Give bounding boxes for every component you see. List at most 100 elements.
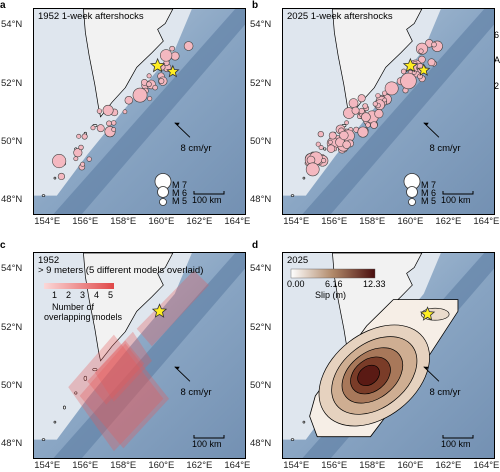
aftershock-circle [374, 109, 384, 119]
rupture-model-patch [136, 270, 209, 347]
magnitude-legend-label: M 7 [421, 180, 437, 190]
lon-tick-label: 156°E [321, 460, 348, 471]
slip-tick-label: 12.33 [363, 279, 386, 289]
aftershock-circle [342, 140, 351, 149]
lat-tick-label: 52°N [250, 77, 272, 89]
plate-motion-arrowhead [174, 366, 180, 370]
rupture-model-patch [87, 340, 145, 405]
overlap-legend-label: overlapping models [44, 312, 123, 322]
lon-tick-label: 164°E [224, 460, 251, 471]
lat-tick-label: 50°N [250, 380, 272, 392]
lon-tick-label: 158°E [110, 216, 137, 227]
kuril-island [92, 368, 98, 372]
aftershock-circle [122, 109, 128, 115]
lat-tick-label: 50°N [250, 136, 272, 148]
lat-tick-label: 52°N [1, 77, 23, 89]
kamchatka-land [83, 9, 174, 118]
shelf [34, 9, 192, 196]
epicenter-star [417, 63, 431, 76]
rupture-model-patch [79, 343, 170, 449]
aftershock-circle [106, 120, 112, 127]
lon-tick-label: 160°E [148, 460, 175, 471]
aftershock-circle [81, 133, 88, 140]
aftershock-circle [321, 158, 327, 164]
epicenter-star [402, 57, 419, 73]
kuril-island [302, 420, 306, 424]
magnitude-legend-label: M 5 [421, 196, 437, 206]
slip-legend-label: Slip (m) [315, 290, 346, 300]
map-canvas [283, 9, 494, 214]
panel-label-a: a [0, 0, 6, 11]
panel-label-d: d [252, 240, 259, 251]
magnitude-legend-label: M 6 [172, 188, 188, 198]
aftershock-circle [357, 126, 369, 138]
aftershock-circle [400, 72, 417, 90]
lon-tick-label: 164°E [473, 216, 500, 227]
plate-motion-arrowhead [174, 122, 180, 126]
aftershock-circle [375, 93, 381, 99]
overlap-colorbar [44, 283, 114, 289]
aftershock-circle [418, 55, 426, 64]
aftershock-circle [431, 41, 437, 48]
scale-bar [193, 191, 225, 195]
magnitude-legend-circle [406, 186, 418, 198]
lon-tick-label: 158°E [359, 216, 386, 227]
aftershock-circle [158, 78, 165, 85]
panel-title-d: 2025 [287, 255, 309, 266]
aftershock-circle [124, 96, 134, 105]
magnitude-legend-label: M 5 [172, 196, 188, 206]
lat-tick-label: 54°N [1, 263, 23, 275]
aftershock-circle [111, 127, 117, 132]
lon-tick-label: 162°E [435, 216, 462, 227]
magnitude-legend-circle [159, 198, 167, 206]
scale-bar-label: 100 km [192, 439, 222, 449]
aftershock-circle [152, 84, 158, 91]
magnitude-legend-label: M 6 [421, 188, 437, 198]
aftershock-circle [170, 51, 180, 61]
aftershock-circle [417, 73, 423, 80]
plate-motion-arrowhead [423, 122, 429, 126]
kuril-island [53, 176, 57, 180]
aftershock-circle [362, 103, 369, 109]
lat-tick-label: 48°N [1, 194, 23, 206]
aftershock-circle [146, 81, 152, 88]
aftershock-circle [315, 141, 321, 147]
aftershock-circle [159, 49, 173, 62]
aftershock-circle [73, 148, 83, 158]
overlap-tick-label: 3 [80, 290, 86, 300]
aftershock-circle [370, 121, 378, 129]
aftershock-circle [361, 112, 371, 122]
aftershock-circle [351, 106, 360, 115]
slip-tick-label: 6.16 [325, 279, 343, 289]
aftershock-circle [326, 144, 336, 153]
lat-tick-label: 54°N [250, 263, 272, 275]
panel-title-a: 1952 1-week aftershocks [38, 11, 144, 22]
scale-bar [442, 435, 474, 439]
plate-rate-label: 8 cm/yr [429, 143, 461, 155]
epicenter-star [166, 64, 180, 78]
aftershock-circle [52, 154, 67, 169]
map-b: 2025 1-week aftershocks 8 cm/yr 100 km M 7… [282, 8, 495, 215]
scale-bar-label: 100 km [441, 195, 471, 205]
map-c: 1952 > 9 meters (5 different models over… [33, 252, 246, 459]
aftershock-circle [78, 144, 84, 151]
panel-title-b: 2025 1-week aftershocks [287, 11, 393, 22]
lon-tick-label: 160°E [397, 216, 424, 227]
aftershock-circle [327, 139, 333, 145]
kuril-island [323, 147, 327, 151]
aftershock-circle [86, 156, 92, 162]
map-d: 2025 8 cm/yr 100 km 0.00 6.16 12.33 Slip (m) [282, 252, 495, 459]
plate-rate-label: 8 cm/yr [429, 387, 461, 399]
kuril-island [53, 420, 57, 424]
kuril-island [302, 176, 306, 180]
aftershock-circle [339, 130, 349, 141]
overlap-tick-label: 2 [66, 290, 72, 300]
kamchatka-land [83, 253, 174, 362]
kuril-island [41, 438, 46, 441]
overlap-tick-label: 5 [108, 290, 114, 300]
lon-tick-label: 154°E [283, 460, 310, 471]
overlap-tick-label: 4 [94, 290, 100, 300]
aftershock-circle [348, 98, 359, 108]
plate-motion-arrowhead [423, 366, 429, 370]
kuril-island [290, 194, 295, 197]
